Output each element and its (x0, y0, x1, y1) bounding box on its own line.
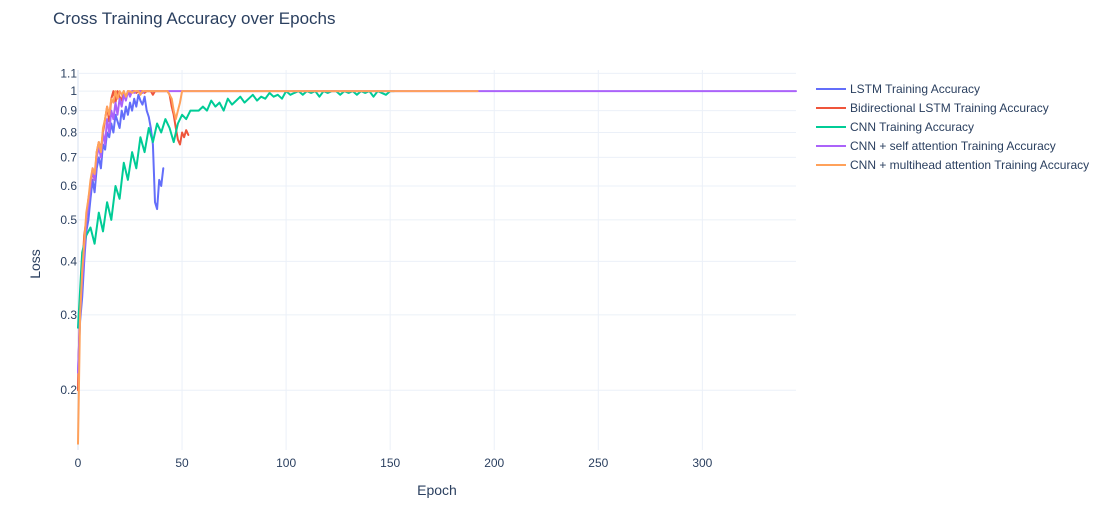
y-tick-label: 0.5 (60, 213, 77, 227)
x-tick-label: 300 (692, 456, 712, 470)
x-tick-label: 100 (276, 456, 296, 470)
x-axis-ticks: 0 50 100 150 200 250 300 (75, 456, 713, 470)
legend: LSTM Training Accuracy Bidirectional LSTM… (816, 82, 1089, 172)
legend-item-label: Bidirectional LSTM Training Accuracy (850, 101, 1049, 115)
y-tick-label: 0.3 (60, 308, 77, 322)
x-axis-title: Epoch (417, 482, 457, 498)
legend-item-label: LSTM Training Accuracy (850, 82, 980, 96)
y-axis-ticks: 0.2 0.3 0.4 0.5 0.6 0.7 0.8 0.9 1 1.1 (60, 66, 77, 397)
x-tick-label: 50 (175, 456, 189, 470)
y-tick-label: 1 (70, 84, 77, 98)
chart-title: Cross Training Accuracy over Epochs (53, 9, 336, 28)
y-tick-label: 1.1 (60, 66, 77, 80)
x-tick-label: 0 (75, 456, 82, 470)
legend-item-label: CNN Training Accuracy (850, 120, 974, 134)
y-axis-title: Loss (27, 249, 43, 279)
y-tick-label: 0.6 (60, 179, 77, 193)
y-tick-label: 0.9 (60, 104, 77, 118)
series-line (77, 90, 479, 445)
x-tick-label: 200 (484, 456, 504, 470)
series-line (77, 90, 396, 329)
x-tick-label: 250 (588, 456, 608, 470)
series-line (77, 93, 165, 374)
y-tick-label: 0.8 (60, 126, 77, 140)
y-tick-label: 0.7 (60, 150, 77, 164)
legend-item-label: CNN + self attention Training Accuracy (850, 139, 1056, 153)
y-tick-label: 0.2 (60, 383, 77, 397)
y-tick-label: 0.4 (60, 254, 77, 268)
series-layer (77, 90, 797, 445)
x-tick-label: 150 (380, 456, 400, 470)
legend-item-label: CNN + multihead attention Training Accur… (850, 158, 1089, 172)
grid-layer (77, 70, 796, 450)
